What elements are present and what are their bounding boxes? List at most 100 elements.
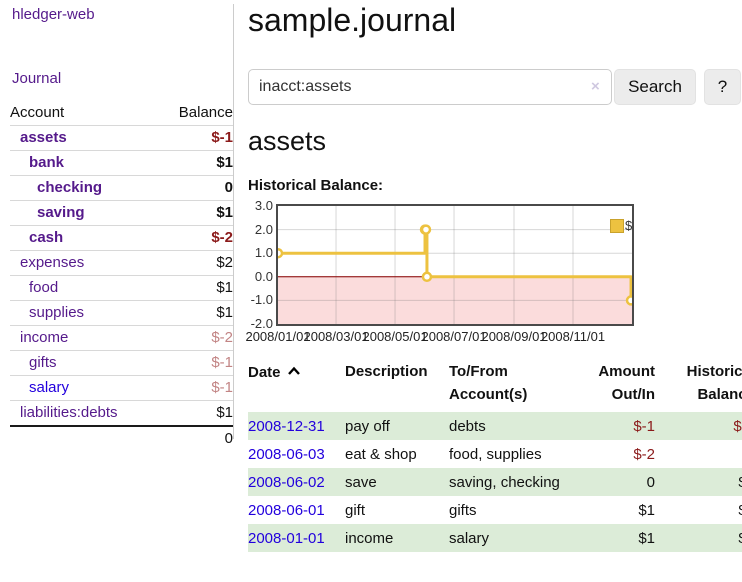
app-title-link[interactable]: hledger-web	[12, 6, 95, 23]
chart-plot-area	[276, 204, 634, 326]
account-balance: $-2	[211, 329, 233, 346]
account-row: bank $1	[10, 150, 233, 176]
account-link-expenses[interactable]: expenses	[20, 254, 85, 271]
accounts-total-value: 0	[224, 430, 233, 447]
register-header-balance: Historical Balance	[686, 363, 742, 403]
account-balance: $2	[216, 254, 233, 271]
register-date-cell: 2008-12-31	[248, 412, 345, 440]
page-title: sample.journal	[248, 2, 457, 38]
transaction-date-link[interactable]: 2008-01-01	[248, 530, 325, 547]
clear-search-icon[interactable]: ×	[591, 78, 600, 95]
register-balance-cell: $-1	[733, 418, 742, 435]
account-cell: gifts	[10, 351, 158, 376]
register-table: Date Description To/From Account(s) Amou…	[248, 358, 742, 552]
x-axis-tick-label: 2008/09/01	[481, 329, 547, 344]
register-description-cell: save	[345, 474, 377, 491]
chart-label: Historical Balance:	[248, 177, 384, 194]
account-balance: $1	[216, 304, 233, 321]
account-row: gifts $-1	[10, 350, 233, 376]
account-balance: $-2	[211, 229, 233, 246]
transaction-date-link[interactable]: 2008-06-01	[248, 502, 325, 519]
x-axis-tick-label: 2008/11/01	[540, 329, 606, 344]
account-link-income[interactable]: income	[20, 329, 69, 346]
account-row: cash $-2	[10, 225, 233, 251]
register-row: 2008-06-03 eat & shop food, supplies $-20	[248, 440, 742, 468]
account-cell: cash	[10, 226, 158, 251]
legend-label: $	[625, 218, 633, 233]
register-balance-cell: $1	[655, 524, 742, 552]
account-row: checking 0	[10, 175, 233, 201]
account-cell: bank	[10, 151, 158, 176]
account-row: liabilities:debts $1	[10, 400, 233, 427]
transaction-date-link[interactable]: 2008-06-03	[248, 446, 325, 463]
help-button[interactable]: ?	[704, 69, 741, 105]
x-axis-tick-label: 2008/05/01	[362, 329, 428, 344]
register-row: 2008-06-01 gift gifts $1$2	[248, 496, 742, 524]
register-row: 2008-01-01 income salary $1$1	[248, 524, 742, 552]
register-balance-cell: $2	[655, 496, 742, 524]
account-row: supplies $1	[10, 300, 233, 326]
accounts-table: Account Balance assets $-1 bank $1 checking 0…	[10, 102, 233, 451]
x-axis-tick-label: 2008/03/01	[303, 329, 369, 344]
account-balance: $1	[216, 279, 233, 296]
sidebar-item-journal[interactable]: Journal	[12, 70, 62, 87]
account-link-cash[interactable]: cash	[29, 229, 64, 246]
account-link-bank[interactable]: bank	[29, 154, 65, 171]
register-balance-cell: 0	[655, 440, 742, 468]
account-row: salary $-1	[10, 375, 233, 401]
account-cell: supplies	[10, 301, 158, 326]
account-row: income $-2	[10, 325, 233, 351]
account-cell: salary	[10, 376, 158, 401]
y-axis-tick-label: 1.0	[254, 245, 273, 261]
account-link-salary[interactable]: salary	[29, 379, 70, 396]
account-row: assets $-1	[10, 125, 233, 151]
account-balance: $1	[216, 204, 233, 221]
account-cell: saving	[10, 201, 158, 226]
register-row: 2008-12-31 pay off debts $-1 $-1	[248, 412, 742, 440]
register-accounts-cell: debts	[449, 418, 486, 435]
account-balance: $-1	[211, 129, 233, 146]
account-link-saving[interactable]: saving	[37, 204, 85, 221]
historical-balance-chart: $ 3.0 2.0 1.0 0.0 -1.0 -2.0 2008/01/01 2008/03/…	[245, 198, 742, 352]
legend-swatch-icon	[610, 218, 624, 233]
account-balance: $-1	[211, 379, 233, 396]
chart-legend: $	[610, 218, 632, 233]
account-balance: $-1	[211, 354, 233, 371]
account-cell: food	[10, 276, 158, 301]
register-balance-cell: $2	[655, 468, 742, 496]
register-date-cell: 2008-06-02	[248, 468, 345, 496]
y-axis-tick-label: 0.0	[254, 268, 273, 284]
accounts-header-balance: Balance	[178, 104, 233, 121]
account-link-liabilities-debts[interactable]: liabilities:debts	[20, 404, 118, 421]
account-link-supplies[interactable]: supplies	[29, 304, 85, 321]
account-link-assets[interactable]: assets	[20, 129, 67, 146]
register-description-cell: income	[345, 530, 394, 547]
account-cell: liabilities:debts	[10, 401, 158, 427]
account-cell: expenses	[10, 251, 158, 276]
register-accounts-cell: gifts	[449, 502, 477, 519]
account-cell: assets	[10, 126, 158, 151]
register-date-cell: 2008-01-01	[248, 524, 345, 552]
transaction-date-link[interactable]: 2008-12-31	[248, 418, 325, 435]
search-button[interactable]: Search	[614, 69, 696, 105]
register-amount-cell: $1	[638, 530, 655, 547]
account-row: saving $1	[10, 200, 233, 226]
search-form: × Search ?	[248, 69, 742, 105]
accounts-header-row: Account Balance	[10, 102, 233, 126]
register-accounts-cell: salary	[449, 530, 490, 547]
account-cell: checking	[10, 176, 158, 201]
x-axis-tick-label: 2008/01/01	[245, 329, 311, 344]
register-amount-cell: $1	[638, 502, 655, 519]
register-header-accounts: To/From Account(s)	[449, 363, 528, 403]
search-input[interactable]	[248, 69, 612, 105]
account-link-food[interactable]: food	[29, 279, 59, 296]
register-header-date[interactable]: Date	[248, 358, 345, 412]
account-link-gifts[interactable]: gifts	[29, 354, 57, 371]
register-description-cell: gift	[345, 502, 366, 519]
account-link-checking[interactable]: checking	[37, 179, 103, 196]
transaction-date-link[interactable]: 2008-06-02	[248, 474, 325, 491]
account-title: assets	[248, 126, 327, 156]
register-header-date-label: Date	[248, 364, 281, 381]
y-axis-tick-label: -1.0	[250, 292, 273, 308]
register-amount-cell: 0	[646, 474, 655, 491]
